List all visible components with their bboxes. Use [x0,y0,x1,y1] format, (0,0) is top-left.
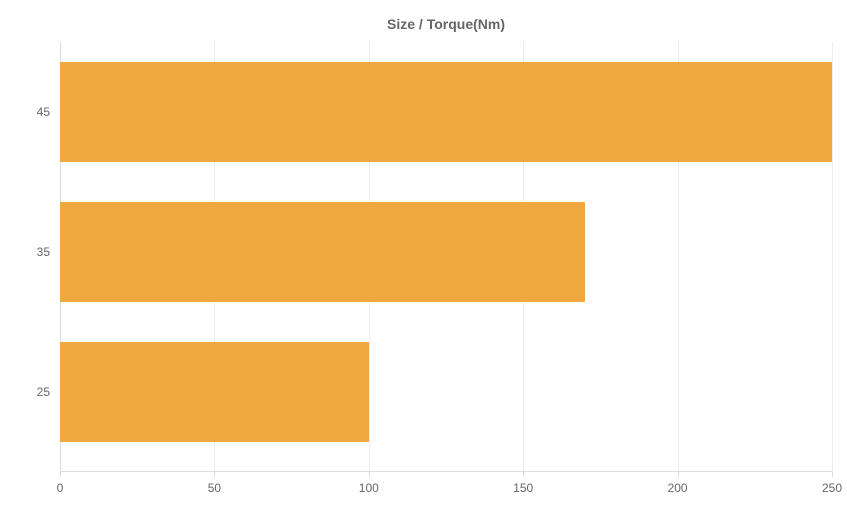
x-axis-label: 100 [359,471,379,495]
x-axis-label: 200 [668,471,688,495]
x-axis-label: 150 [513,471,533,495]
chart-title: Size / Torque(Nm) [60,10,832,42]
y-axis-label: 25 [37,385,60,399]
x-axis-label: 0 [57,471,64,495]
x-axis-label: 50 [208,471,221,495]
bar [60,342,369,442]
y-axis-label: 45 [37,105,60,119]
chart-container: Size / Torque(Nm) 050100150200250253545 [0,0,847,528]
gridline [832,42,833,471]
bar [60,202,585,302]
y-axis-label: 35 [37,245,60,259]
chart-plot-area: 050100150200250253545 [60,42,832,472]
x-axis-label: 250 [822,471,842,495]
bar [60,62,832,162]
